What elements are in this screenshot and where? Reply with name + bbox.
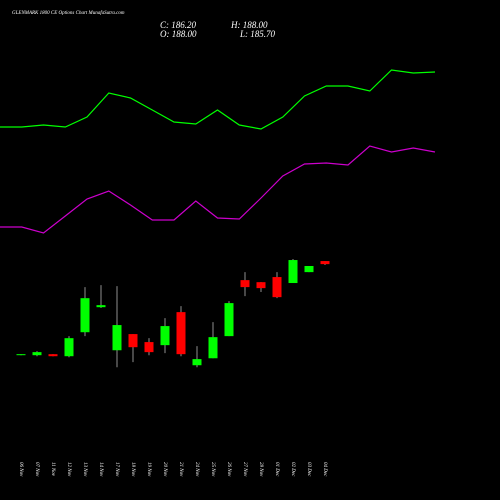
- x-tick-label: 21 Nov: [178, 462, 183, 477]
- x-tick-label: 27 Nov: [242, 462, 247, 477]
- candle-body: [224, 303, 234, 337]
- x-tick-label: 12 Nov: [66, 462, 71, 477]
- x-tick-label: 25 Nov: [210, 462, 215, 477]
- indicator-line: [0, 145, 436, 234]
- x-tick-label: 14 Nov: [98, 462, 103, 477]
- close-label: C: 186.20: [160, 20, 197, 30]
- candle-body: [288, 260, 298, 284]
- x-tick-label: 18 Nov: [130, 462, 135, 477]
- candle-body: [16, 354, 26, 356]
- x-tick-label: 13 Nov: [82, 462, 87, 477]
- candle-body: [176, 312, 186, 355]
- x-tick-label: 19 Nov: [146, 462, 151, 477]
- candle-body: [208, 337, 218, 359]
- x-tick-label: 06 Nov: [18, 462, 23, 477]
- x-tick-label: 04 Dec: [322, 462, 327, 477]
- x-tick-label: 03 Dec: [306, 462, 311, 477]
- candle-body: [256, 282, 266, 289]
- candle-body: [96, 305, 106, 308]
- x-tick-label: 07 Nov: [34, 462, 39, 477]
- open-label: O: 188.00: [160, 29, 197, 39]
- candle-body: [304, 266, 314, 273]
- x-tick-label: 20 Nov: [162, 462, 167, 477]
- x-tick-label: 26 Nov: [226, 462, 231, 477]
- candle-body: [64, 338, 74, 357]
- x-tick-label: 24 Nov: [194, 462, 199, 477]
- candle-body: [320, 261, 330, 265]
- candle-body: [32, 352, 42, 356]
- candle-body: [80, 298, 90, 333]
- x-tick-label: 17 Nov: [114, 462, 119, 477]
- candle-body: [192, 359, 202, 366]
- chart-title: GLENMARK 1800 CE Options Chart MunafaSut…: [12, 11, 125, 16]
- candle-body: [240, 280, 250, 288]
- x-tick-label: 11 Nov: [50, 462, 55, 477]
- low-label: L: 185.70: [239, 29, 276, 39]
- candle-body: [128, 334, 138, 348]
- candle-body: [48, 354, 58, 357]
- x-tick-label: 01 Dec: [274, 462, 279, 477]
- candle-body: [272, 277, 282, 298]
- candle-body: [112, 325, 122, 351]
- indicator-line: [0, 69, 436, 130]
- candle-body: [160, 326, 170, 346]
- high-label: H: 188.00: [230, 20, 268, 30]
- candle-body: [144, 342, 154, 353]
- x-tick-label: 28 Nov: [258, 462, 263, 477]
- x-tick-label: 02 Dec: [290, 462, 295, 477]
